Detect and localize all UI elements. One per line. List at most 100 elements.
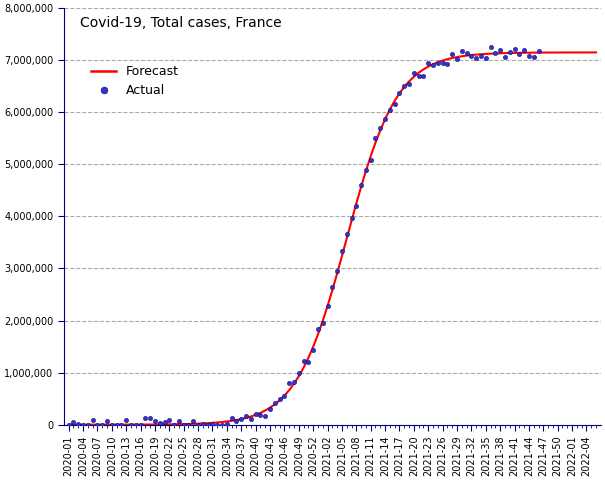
Point — [112, 421, 122, 429]
Point — [97, 421, 107, 429]
Legend: Forecast, Actual: Forecast, Actual — [86, 60, 184, 103]
Point — [64, 421, 73, 429]
Point — [514, 50, 524, 58]
Point — [352, 202, 361, 210]
Point — [304, 358, 313, 366]
Point — [198, 420, 208, 428]
Point — [356, 180, 366, 188]
Point — [280, 392, 289, 399]
Point — [160, 419, 169, 426]
Point — [131, 421, 140, 429]
Point — [361, 166, 371, 174]
Point — [203, 421, 212, 429]
Point — [68, 418, 78, 426]
Point — [385, 106, 394, 114]
Point — [255, 411, 265, 419]
Point — [318, 319, 327, 327]
Point — [227, 414, 237, 422]
Point — [322, 302, 332, 310]
Point — [299, 357, 309, 365]
Point — [232, 417, 241, 424]
Point — [424, 60, 433, 67]
Point — [246, 415, 256, 423]
Point — [495, 46, 505, 54]
Point — [471, 54, 481, 62]
Point — [122, 416, 131, 424]
Point — [289, 379, 299, 386]
Point — [394, 89, 404, 96]
Point — [294, 370, 304, 377]
Point — [443, 60, 453, 68]
Point — [193, 421, 203, 429]
Point — [155, 420, 165, 427]
Point — [222, 420, 232, 427]
Point — [165, 416, 174, 424]
Point — [145, 414, 155, 422]
Point — [327, 283, 337, 291]
Point — [500, 53, 510, 61]
Point — [208, 420, 217, 428]
Point — [505, 48, 515, 56]
Point — [337, 247, 347, 255]
Point — [342, 230, 352, 238]
Point — [433, 59, 443, 66]
Point — [519, 46, 529, 53]
Point — [102, 417, 112, 425]
Point — [174, 417, 184, 424]
Point — [265, 405, 275, 413]
Point — [150, 418, 160, 425]
Point — [332, 267, 342, 275]
Point — [217, 421, 227, 429]
Point — [270, 399, 280, 407]
Point — [284, 379, 294, 387]
Point — [371, 134, 381, 142]
Point — [438, 59, 448, 67]
Point — [534, 48, 543, 55]
Point — [251, 410, 261, 418]
Point — [457, 48, 466, 55]
Point — [88, 416, 97, 423]
Point — [524, 52, 534, 60]
Point — [376, 124, 385, 132]
Point — [414, 72, 424, 80]
Point — [93, 421, 102, 429]
Point — [347, 214, 356, 222]
Point — [466, 52, 476, 60]
Point — [509, 46, 519, 53]
Point — [179, 421, 189, 429]
Point — [73, 420, 83, 428]
Point — [309, 346, 318, 354]
Point — [140, 414, 150, 422]
Point — [529, 53, 538, 60]
Point — [126, 421, 136, 429]
Point — [380, 115, 390, 123]
Point — [481, 54, 491, 61]
Point — [404, 80, 414, 88]
Point — [486, 44, 495, 51]
Text: Covid-19, Total cases, France: Covid-19, Total cases, France — [80, 16, 281, 31]
Point — [313, 325, 323, 333]
Point — [78, 421, 88, 429]
Point — [462, 49, 471, 57]
Point — [260, 412, 270, 420]
Point — [428, 61, 438, 69]
Point — [390, 101, 399, 108]
Point — [237, 415, 246, 423]
Point — [241, 412, 251, 420]
Point — [419, 72, 428, 80]
Point — [107, 421, 117, 429]
Point — [399, 82, 409, 89]
Point — [117, 421, 126, 429]
Point — [452, 55, 462, 63]
Point — [169, 421, 179, 429]
Point — [476, 53, 486, 60]
Point — [184, 421, 194, 429]
Point — [212, 421, 222, 429]
Point — [188, 417, 198, 425]
Point — [447, 50, 457, 58]
Point — [83, 421, 93, 429]
Point — [409, 70, 419, 77]
Point — [275, 396, 284, 403]
Point — [491, 49, 500, 57]
Point — [366, 156, 376, 164]
